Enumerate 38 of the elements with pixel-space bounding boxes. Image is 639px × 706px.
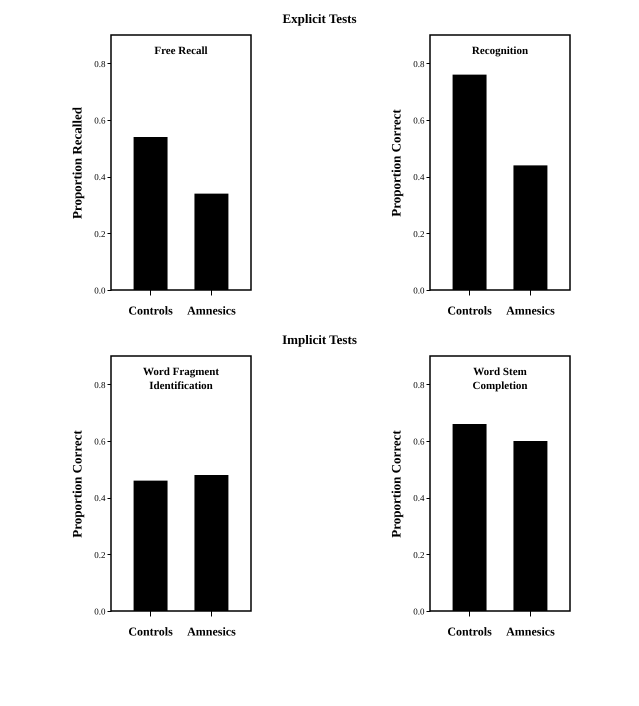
x-tick-label: Amnesics <box>506 624 556 638</box>
y-tick-label: 0.8 <box>413 58 425 69</box>
y-tick-label: 0.6 <box>94 436 106 446</box>
y-axis-title: Proportion Correct <box>388 108 404 217</box>
y-axis-title: Proportion Correct <box>68 430 84 538</box>
text: Free Recall <box>154 45 208 57</box>
y-tick-label: 0.6 <box>413 436 425 446</box>
text: Implicit Tests <box>281 331 358 349</box>
x-tick-label: Controls <box>447 304 492 318</box>
text: 0.0 <box>94 606 105 616</box>
x-tick-label: Controls <box>128 304 173 318</box>
text: Recognition <box>472 45 528 57</box>
y-axis-title: Proportion Recalled <box>68 106 84 220</box>
x-tick-label: Controls <box>128 624 173 638</box>
text: Explicit Tests <box>281 10 358 28</box>
x-tick-label: Amnesics <box>186 624 236 638</box>
y-tick-label: 0.2 <box>413 228 424 239</box>
text: Word Fragment Identification <box>142 366 219 392</box>
y-tick-label: 0.4 <box>94 172 106 182</box>
y-tick-label: 0.4 <box>413 493 425 504</box>
y-tick-label: 0.8 <box>94 380 106 390</box>
y-tick-label: 0.8 <box>413 380 425 390</box>
x-tick-label: Amnesics <box>186 304 236 318</box>
y-tick-label: 0.4 <box>94 493 106 504</box>
y-axis-title: Proportion Correct <box>388 430 404 538</box>
text: Word Stem Completion <box>472 366 528 392</box>
x-tick-label: Controls <box>447 624 492 638</box>
y-tick-label: 0.2 <box>94 550 105 560</box>
y-tick-label: 0.2 <box>94 228 105 239</box>
text: 0.0 <box>413 606 424 616</box>
y-tick-label: 0.2 <box>413 550 424 560</box>
x-tick-label: Amnesics <box>506 304 556 318</box>
y-tick-label: 0.6 <box>94 116 106 126</box>
y-tick-label: 0.8 <box>94 58 106 69</box>
y-tick-label: 0.6 <box>413 116 425 126</box>
text: 0.0 <box>94 286 105 296</box>
text: 0.0 <box>413 286 424 296</box>
y-tick-label: 0.4 <box>413 172 425 182</box>
